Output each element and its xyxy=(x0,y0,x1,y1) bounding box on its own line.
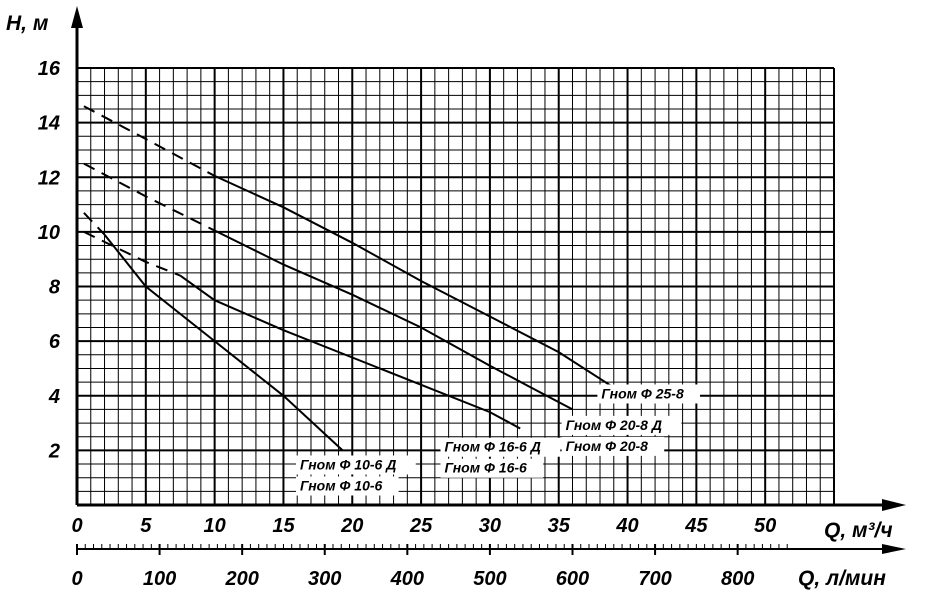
curve-label-bg xyxy=(440,458,544,478)
x-tick-label: 20 xyxy=(340,515,363,537)
x-axis-arrow xyxy=(882,499,906,511)
x-axis-title: Q, м³/ч xyxy=(824,519,893,542)
x-tick-label: 25 xyxy=(409,515,433,537)
x2-tick-label: 200 xyxy=(224,568,258,590)
x2-tick-label: 500 xyxy=(473,568,506,590)
curve-label-bg xyxy=(561,436,665,456)
y-axis-arrow xyxy=(71,6,83,28)
x2-tick-label: 0 xyxy=(71,568,82,590)
curve-dashed-3 xyxy=(83,212,106,236)
x2-tick-label: 800 xyxy=(721,568,754,590)
curves-layer xyxy=(83,105,615,452)
curve-solid-0 xyxy=(214,174,615,389)
curve-label: Гном Ф 20-8 Д xyxy=(566,417,662,433)
y-tick-label: 8 xyxy=(49,277,61,299)
curve-label-bg xyxy=(295,455,416,475)
curve-dashed-1 xyxy=(83,162,216,232)
x-tick-label: 45 xyxy=(684,515,708,537)
x2-tick-label: 300 xyxy=(308,568,341,590)
y-axis-title: H, м xyxy=(6,12,49,35)
curve-solid-3 xyxy=(103,233,344,452)
y-tick-label: 6 xyxy=(49,331,61,353)
y-tick-label: 2 xyxy=(48,440,60,462)
curve-label: Гном Ф 10-6 Д xyxy=(300,456,396,472)
curve-label: Гном Ф 10-6 xyxy=(300,477,383,493)
x-tick-label: 50 xyxy=(754,515,776,537)
x2-axis-arrow xyxy=(882,544,906,554)
x2-tick-label: 700 xyxy=(638,568,671,590)
curve-label-bg xyxy=(295,476,399,496)
curve-solid-1 xyxy=(214,229,573,411)
curve-solid-2 xyxy=(179,274,521,430)
curve-label: Гном Ф 25-8 xyxy=(601,385,684,401)
x2-axis-title: Q, л/мин xyxy=(798,567,886,590)
curve-label: Гном Ф 16-6 Д xyxy=(444,439,540,455)
x2-tick-label: 400 xyxy=(390,568,424,590)
x-tick-label: 5 xyxy=(140,515,152,537)
curve-dashed-0 xyxy=(83,105,216,177)
x2-tick-label: 600 xyxy=(556,568,589,590)
axes-layer xyxy=(71,6,906,555)
curve-dashed-2 xyxy=(83,231,181,277)
x-tick-label: 15 xyxy=(272,515,295,537)
x-tick-label: 10 xyxy=(204,515,226,537)
curve-label: Гном Ф 20-8 xyxy=(566,438,649,454)
curve-label-bg xyxy=(561,415,682,435)
x-tick-label: 30 xyxy=(479,515,501,537)
chart-grid xyxy=(77,67,835,505)
curve-label-bg xyxy=(597,384,700,404)
x-tick-label: 35 xyxy=(548,515,571,537)
y-tick-label: 14 xyxy=(38,113,60,135)
x-tick-label: 0 xyxy=(71,515,82,537)
labels-layer: Гном Ф 25-8 Гном Ф 20-8 Д Гном Ф 20-8 Гном … xyxy=(6,12,893,590)
curve-label-bg xyxy=(440,437,561,457)
y-tick-label: 16 xyxy=(38,58,61,80)
y-tick-label: 4 xyxy=(48,386,60,408)
x2-tick-label: 100 xyxy=(143,568,176,590)
y-tick-label: 10 xyxy=(38,222,60,244)
y-tick-label: 12 xyxy=(38,167,60,189)
curve-label: Гном Ф 16-6 xyxy=(444,460,527,476)
x-tick-label: 40 xyxy=(615,515,638,537)
